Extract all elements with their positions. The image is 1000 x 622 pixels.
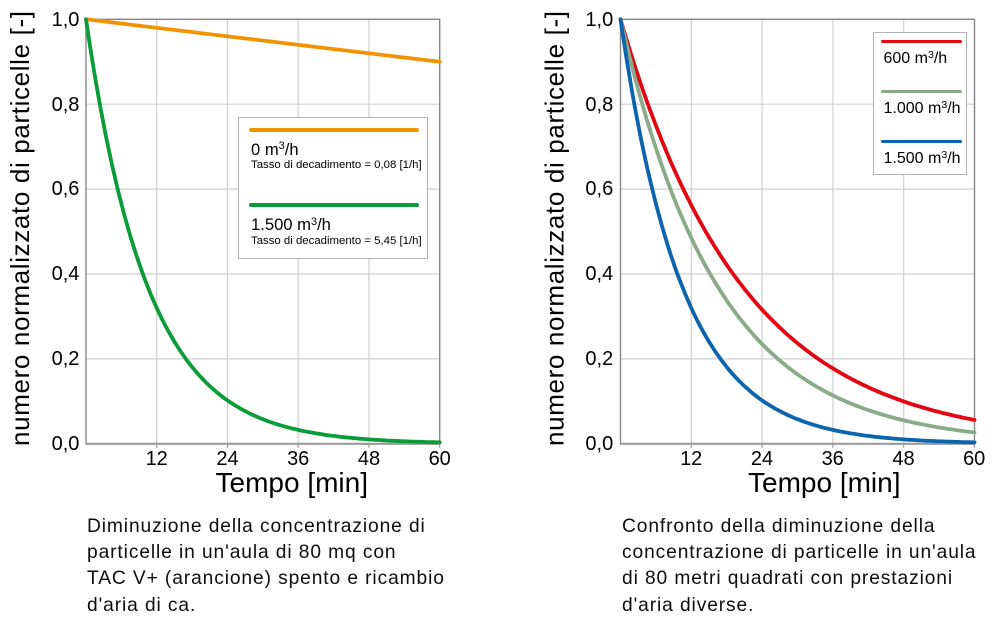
svg-text:numero normalizzato di partice: numero normalizzato di particelle [-]	[5, 11, 35, 446]
svg-text:numero normalizzato di partice: numero normalizzato di particelle [-]	[540, 11, 570, 446]
